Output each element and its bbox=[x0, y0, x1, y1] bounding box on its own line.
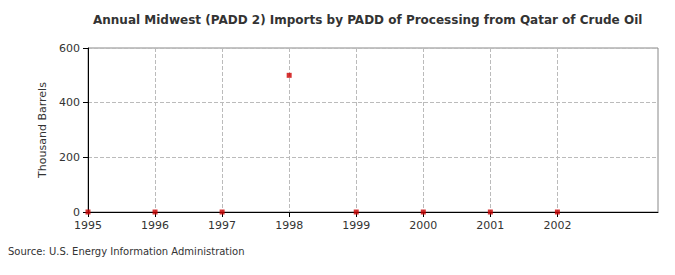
svg-text:Thousand Barrels: Thousand Barrels bbox=[36, 82, 49, 179]
svg-text:2002: 2002 bbox=[543, 219, 571, 232]
svg-text:600: 600 bbox=[59, 42, 80, 55]
svg-text:Annual Midwest (PADD 2) Import: Annual Midwest (PADD 2) Imports by PADD … bbox=[93, 13, 642, 27]
svg-text:400: 400 bbox=[59, 96, 80, 109]
svg-text:1998: 1998 bbox=[275, 219, 303, 232]
svg-text:2001: 2001 bbox=[476, 219, 504, 232]
svg-text:1997: 1997 bbox=[208, 219, 236, 232]
svg-text:2000: 2000 bbox=[409, 219, 437, 232]
svg-text:Source: U.S. Energy Informatio: Source: U.S. Energy Information Administ… bbox=[8, 246, 245, 257]
svg-text:0: 0 bbox=[73, 206, 80, 219]
svg-text:1995: 1995 bbox=[74, 219, 102, 232]
svg-text:1996: 1996 bbox=[141, 219, 169, 232]
svg-text:200: 200 bbox=[59, 151, 80, 164]
svg-text:1999: 1999 bbox=[342, 219, 370, 232]
